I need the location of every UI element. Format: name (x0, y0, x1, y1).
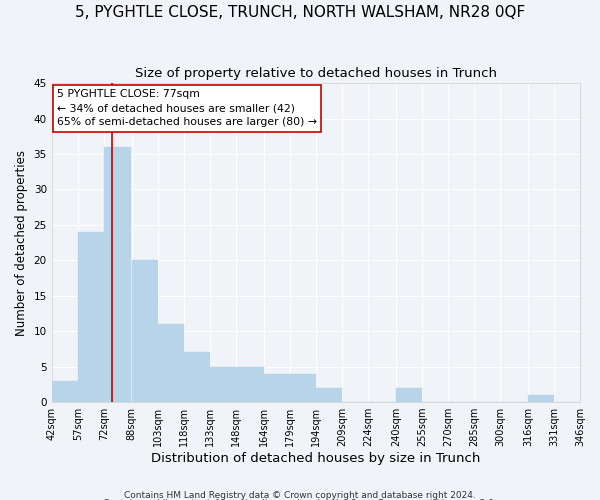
Bar (236, 366, 263, 402)
Bar (290, 374, 316, 402)
Bar (264, 374, 290, 402)
Bar (528, 395, 554, 402)
Bar (132, 260, 158, 402)
Bar (78, 232, 104, 402)
Title: Size of property relative to detached houses in Trunch: Size of property relative to detached ho… (135, 68, 497, 80)
Bar (316, 388, 342, 402)
Bar (52, 381, 77, 402)
Text: 5 PYGHTLE CLOSE: 77sqm
← 34% of detached houses are smaller (42)
65% of semi-det: 5 PYGHTLE CLOSE: 77sqm ← 34% of detached… (57, 90, 317, 128)
Text: Contains HM Land Registry data © Crown copyright and database right 2024.: Contains HM Land Registry data © Crown c… (124, 490, 476, 500)
Bar (210, 366, 236, 402)
Y-axis label: Number of detached properties: Number of detached properties (15, 150, 28, 336)
Bar (158, 324, 184, 402)
Bar (396, 388, 422, 402)
X-axis label: Distribution of detached houses by size in Trunch: Distribution of detached houses by size … (151, 452, 481, 465)
Bar (184, 352, 209, 402)
Text: 5, PYGHTLE CLOSE, TRUNCH, NORTH WALSHAM, NR28 0QF: 5, PYGHTLE CLOSE, TRUNCH, NORTH WALSHAM,… (75, 5, 525, 20)
Bar (104, 147, 131, 402)
